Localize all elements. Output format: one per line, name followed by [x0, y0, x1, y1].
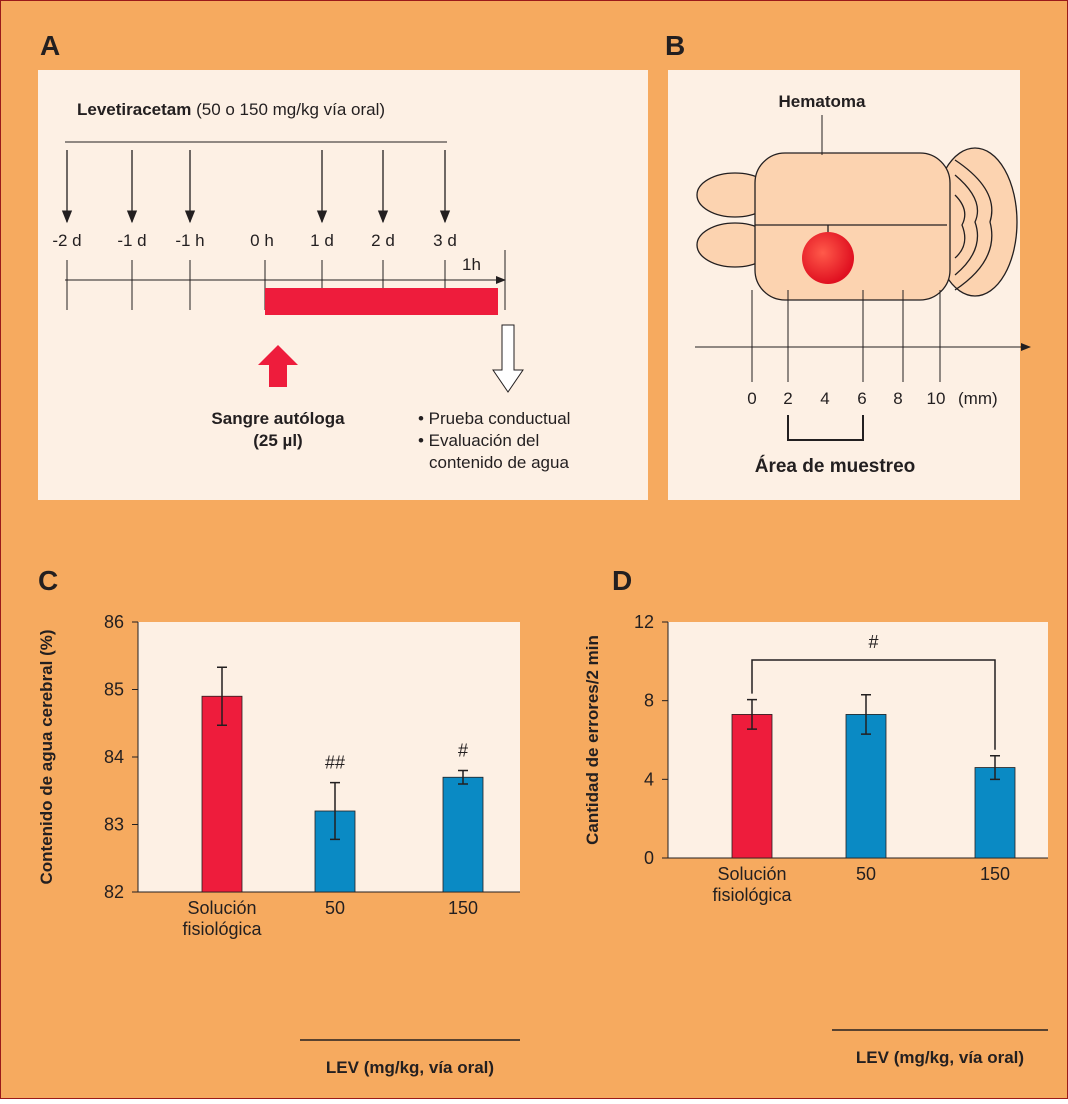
outcome: • Evaluación del [418, 431, 539, 450]
bar [846, 714, 886, 858]
panel-label: A [40, 30, 60, 61]
timepoint: -2 d [52, 231, 81, 250]
mm-tick: 2 [783, 389, 792, 408]
y-tick-label: 83 [104, 815, 124, 835]
mm-tick: 8 [893, 389, 902, 408]
mm-tick: 0 [747, 389, 756, 408]
timepoint: 2 d [371, 231, 395, 250]
timepoint: 0 h [250, 231, 274, 250]
timepoint: -1 h [175, 231, 204, 250]
y-axis-label: Cantidad de errores/2 min [583, 635, 602, 845]
timepoint: 1 d [310, 231, 334, 250]
category: Solución fisiológica [687, 864, 817, 906]
y-tick-label: 0 [644, 848, 654, 868]
sampling-label: Área de muestreo [755, 455, 916, 477]
y-tick-label: 8 [644, 691, 654, 711]
y-tick-label: 85 [104, 680, 124, 700]
timepoint: 3 d [433, 231, 457, 250]
y-tick-label: 84 [104, 747, 124, 767]
blood-label: Sangre autóloga [211, 409, 345, 428]
treatment-bar [265, 288, 498, 315]
category: 150 [398, 898, 528, 919]
x-tick-label: 50 [270, 898, 400, 948]
y-tick-label: 82 [104, 882, 124, 902]
hematoma-label: Hematoma [779, 92, 866, 111]
mm-tick: 4 [820, 389, 829, 408]
panel-label: C [38, 565, 58, 596]
x-tick-label: 50 [801, 864, 931, 914]
x-tick-label: Solución fisiológica [687, 864, 817, 914]
y-tick-label: 12 [634, 612, 654, 632]
mm-tick: 10 [927, 389, 946, 408]
outcome: contenido de agua [429, 453, 569, 472]
bar [975, 768, 1015, 858]
drug-label: Levetiracetam (50 o 150 mg/kg vía oral) [77, 100, 385, 119]
y-tick-label: 4 [644, 769, 654, 789]
panel-a-box [38, 70, 648, 500]
y-tick-label: 86 [104, 612, 124, 632]
x-tick-label: 150 [398, 898, 528, 948]
mm-tick: 6 [857, 389, 866, 408]
annotation: # [458, 741, 468, 761]
x-axis-label: LEV (mg/kg, vía oral) [856, 1048, 1024, 1067]
panel-label: D [612, 565, 632, 596]
x-axis-label: LEV (mg/kg, vía oral) [326, 1058, 494, 1077]
x-tick-label: 150 [930, 864, 1060, 914]
panel-label: B [665, 30, 685, 61]
hematoma [802, 232, 854, 284]
category: 150 [930, 864, 1060, 885]
outcome: • Prueba conductual [418, 409, 570, 428]
y-axis-label: Contenido de agua cerebral (%) [37, 629, 56, 884]
x-tick-label: Solución fisiológica [157, 898, 287, 948]
annotation: # [868, 632, 878, 652]
bar [443, 777, 483, 892]
blood-label: (25 µl) [253, 431, 302, 450]
category: Solución fisiológica [157, 898, 287, 940]
timepoint: -1 d [117, 231, 146, 250]
unit: (mm) [958, 389, 998, 408]
end-label: 1h [462, 255, 481, 274]
figure: A Levetiracetam (50 o 150 mg/kg vía oral… [0, 0, 1068, 1099]
annotation: ## [325, 753, 345, 773]
bar [732, 714, 772, 858]
category: 50 [270, 898, 400, 919]
category: 50 [801, 864, 931, 885]
